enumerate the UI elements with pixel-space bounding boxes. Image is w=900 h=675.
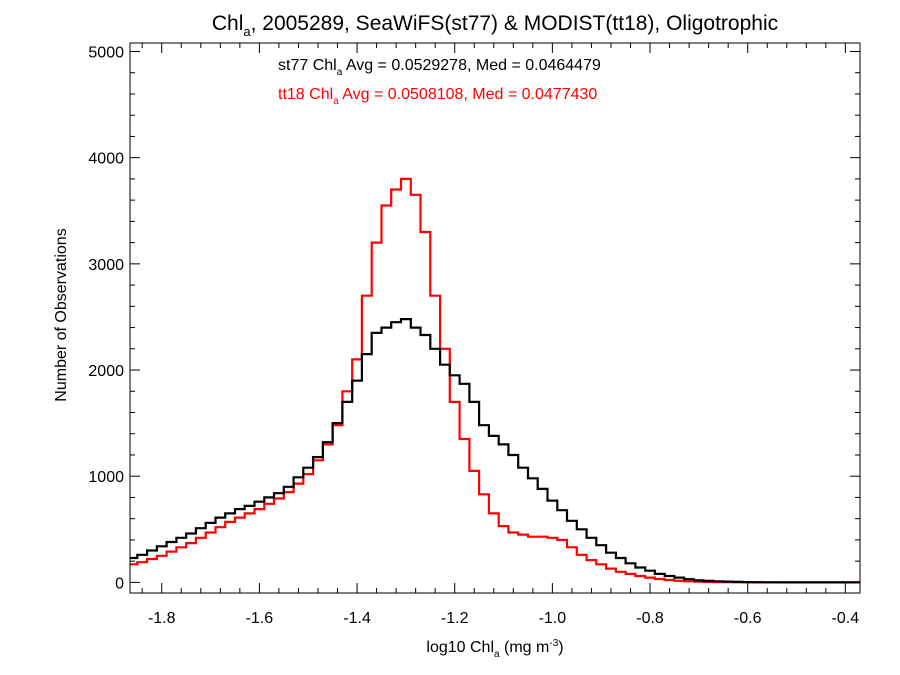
x-tick-label: -1.2 (441, 610, 469, 627)
y-tick-label: 2000 (88, 363, 124, 380)
tt18-stats-annotation: tt18 Chla Avg = 0.0508108, Med = 0.04774… (278, 86, 597, 107)
x-tick-label: -0.8 (636, 610, 664, 627)
x-tick-label: -1.8 (148, 610, 176, 627)
y-tick-label: 0 (115, 575, 124, 592)
y-tick-label: 1000 (88, 469, 124, 486)
chart-title: Chla, 2005289, SeaWiFS(st77) & MODIST(tt… (212, 12, 778, 39)
x-tick-label: -1.4 (343, 610, 371, 627)
tick-labels: -1.8 -1.6 -1.4 -1.2 -1.0 -0.8 -0.6 -0.4 0 1000 200… (88, 44, 859, 627)
x-tick-label: -0.4 (832, 610, 860, 627)
y-tick-label: 4000 (88, 151, 124, 168)
series-st77-histogram (130, 318, 860, 584)
x-tick-label: -1.0 (539, 610, 567, 627)
x-axis-label: log10 Chla (mg m-3) (426, 638, 563, 660)
x-tick-label: -0.6 (734, 610, 762, 627)
x-tick-label: -1.6 (246, 610, 274, 627)
y-tick-label: 3000 (88, 257, 124, 274)
plot-frame (129, 42, 861, 594)
st77-stats-annotation: st77 Chla Avg = 0.0529278, Med = 0.04644… (278, 57, 601, 78)
y-tick-label: 5000 (88, 44, 124, 61)
y-axis-label: Number of Observations (53, 228, 70, 401)
axis-ticks (130, 43, 860, 593)
series-layer (130, 177, 860, 584)
